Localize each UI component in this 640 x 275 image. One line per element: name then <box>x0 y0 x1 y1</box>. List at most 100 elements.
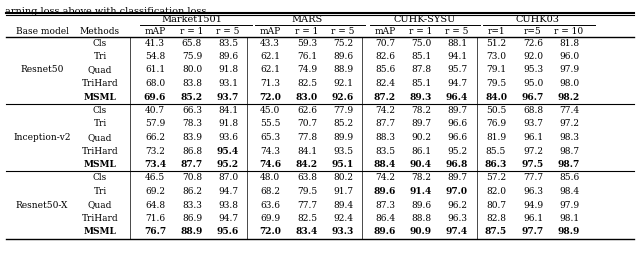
Text: 89.6: 89.6 <box>218 52 238 61</box>
Text: 85.5: 85.5 <box>486 147 506 155</box>
Text: 65.3: 65.3 <box>260 133 280 142</box>
Text: 62.1: 62.1 <box>260 52 280 61</box>
Text: 98.3: 98.3 <box>559 133 579 142</box>
Text: 75.2: 75.2 <box>333 39 353 48</box>
Text: 87.7: 87.7 <box>375 120 395 128</box>
Text: 95.1: 95.1 <box>332 160 354 169</box>
Text: 91.7: 91.7 <box>333 187 353 196</box>
Text: 80.2: 80.2 <box>333 174 353 183</box>
Text: 96.3: 96.3 <box>447 214 467 223</box>
Text: 86.1: 86.1 <box>411 147 431 155</box>
Text: 93.3: 93.3 <box>332 227 354 236</box>
Text: 51.2: 51.2 <box>486 39 506 48</box>
Text: 72.0: 72.0 <box>259 92 281 101</box>
Text: 96.1: 96.1 <box>523 214 543 223</box>
Text: 98.7: 98.7 <box>558 160 580 169</box>
Text: 72.6: 72.6 <box>523 39 543 48</box>
Text: 89.6: 89.6 <box>333 52 353 61</box>
Text: 82.8: 82.8 <box>486 214 506 223</box>
Text: 97.2: 97.2 <box>559 120 579 128</box>
Text: 95.3: 95.3 <box>523 65 543 75</box>
Text: 83.4: 83.4 <box>296 227 318 236</box>
Text: 83.3: 83.3 <box>182 200 202 210</box>
Text: 55.5: 55.5 <box>260 120 280 128</box>
Text: 95.4: 95.4 <box>217 147 239 155</box>
Text: 75.0: 75.0 <box>411 39 431 48</box>
Text: mAP: mAP <box>259 26 280 35</box>
Text: 87.7: 87.7 <box>181 160 203 169</box>
Text: 73.2: 73.2 <box>145 147 165 155</box>
Text: 84.1: 84.1 <box>297 147 317 155</box>
Text: MSML: MSML <box>84 160 116 169</box>
Text: 69.9: 69.9 <box>260 214 280 223</box>
Text: r=5: r=5 <box>524 26 542 35</box>
Text: 93.7: 93.7 <box>523 120 543 128</box>
Text: 92.4: 92.4 <box>333 214 353 223</box>
Text: Inception-v2: Inception-v2 <box>13 133 71 142</box>
Text: 81.9: 81.9 <box>486 133 506 142</box>
Text: 45.0: 45.0 <box>260 106 280 115</box>
Text: 84.1: 84.1 <box>218 106 238 115</box>
Text: 90.2: 90.2 <box>411 133 431 142</box>
Text: 62.1: 62.1 <box>260 65 280 75</box>
Text: 80.0: 80.0 <box>182 65 202 75</box>
Text: 89.4: 89.4 <box>333 200 353 210</box>
Text: 90.4: 90.4 <box>410 160 432 169</box>
Text: 82.6: 82.6 <box>375 52 395 61</box>
Text: 81.8: 81.8 <box>559 39 579 48</box>
Text: 83.5: 83.5 <box>218 39 238 48</box>
Text: 46.5: 46.5 <box>145 174 165 183</box>
Text: 74.6: 74.6 <box>259 160 281 169</box>
Text: 85.1: 85.1 <box>411 79 431 88</box>
Text: 79.1: 79.1 <box>486 65 506 75</box>
Text: 61.1: 61.1 <box>145 65 165 75</box>
Text: 98.9: 98.9 <box>558 227 580 236</box>
Text: Quad: Quad <box>88 65 112 75</box>
Text: 87.0: 87.0 <box>218 174 238 183</box>
Text: 89.6: 89.6 <box>411 200 431 210</box>
Text: 86.4: 86.4 <box>375 214 395 223</box>
Text: 82.5: 82.5 <box>297 214 317 223</box>
Text: 89.7: 89.7 <box>411 120 431 128</box>
Text: 95.2: 95.2 <box>217 160 239 169</box>
Text: TriHard: TriHard <box>82 79 118 88</box>
Text: 86.8: 86.8 <box>182 147 202 155</box>
Text: 48.0: 48.0 <box>260 174 280 183</box>
Text: 65.8: 65.8 <box>182 39 202 48</box>
Text: 98.4: 98.4 <box>559 187 579 196</box>
Text: 98.0: 98.0 <box>559 79 579 88</box>
Text: 97.2: 97.2 <box>523 147 543 155</box>
Text: 73.0: 73.0 <box>486 52 506 61</box>
Text: 83.8: 83.8 <box>182 79 202 88</box>
Text: 96.3: 96.3 <box>523 187 543 196</box>
Text: Base model: Base model <box>15 26 68 35</box>
Text: 71.3: 71.3 <box>260 79 280 88</box>
Text: 97.7: 97.7 <box>522 227 544 236</box>
Text: 92.1: 92.1 <box>333 79 353 88</box>
Text: 98.2: 98.2 <box>558 92 580 101</box>
Text: 97.9: 97.9 <box>559 200 579 210</box>
Text: 75.9: 75.9 <box>182 52 202 61</box>
Text: 78.3: 78.3 <box>182 120 202 128</box>
Text: 84.2: 84.2 <box>296 160 318 169</box>
Text: 88.3: 88.3 <box>375 133 395 142</box>
Text: r=1: r=1 <box>487 26 505 35</box>
Text: 94.7: 94.7 <box>218 214 238 223</box>
Text: 97.9: 97.9 <box>559 65 579 75</box>
Text: CUHK-SYSU: CUHK-SYSU <box>394 15 456 24</box>
Text: 57.9: 57.9 <box>145 120 165 128</box>
Text: 82.5: 82.5 <box>297 79 317 88</box>
Text: 76.7: 76.7 <box>144 227 166 236</box>
Text: r = 1: r = 1 <box>180 26 204 35</box>
Text: 85.1: 85.1 <box>411 52 431 61</box>
Text: mAP: mAP <box>145 26 166 35</box>
Text: 94.7: 94.7 <box>218 187 238 196</box>
Text: 92.6: 92.6 <box>332 92 354 101</box>
Text: Resnet50: Resnet50 <box>20 65 64 75</box>
Text: 88.9: 88.9 <box>181 227 203 236</box>
Text: 74.2: 74.2 <box>375 174 395 183</box>
Text: 82.4: 82.4 <box>375 79 395 88</box>
Text: 89.9: 89.9 <box>333 133 353 142</box>
Text: 93.5: 93.5 <box>333 147 353 155</box>
Text: 83.0: 83.0 <box>296 92 318 101</box>
